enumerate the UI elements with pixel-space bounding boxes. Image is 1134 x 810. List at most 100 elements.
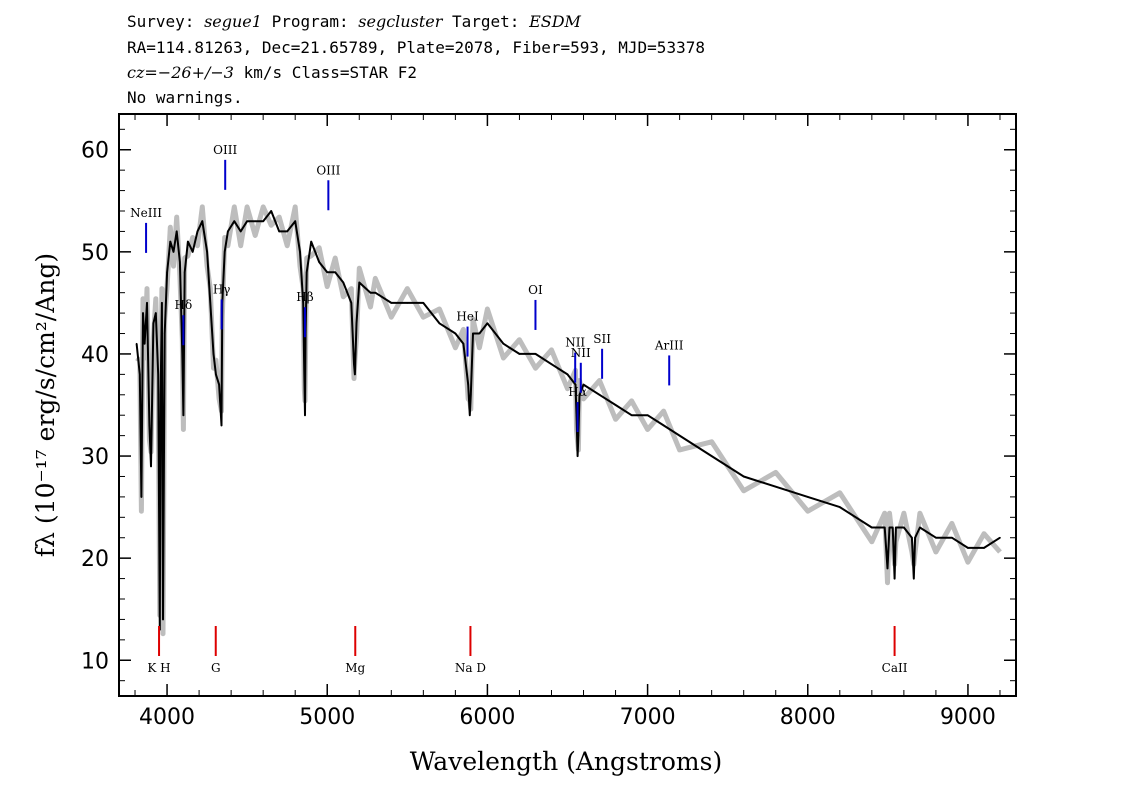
x-axis-label: Wavelength (Angstroms) [410, 747, 722, 776]
spectrum-point [182, 414, 185, 417]
x-tick-label: 8000 [780, 705, 836, 730]
plot-frame [118, 113, 1017, 697]
spectrum-point [806, 496, 809, 498]
spectrum-point [342, 281, 345, 284]
spectrum-point [215, 373, 217, 376]
spectrum-point [254, 220, 256, 223]
header-line-4: No warnings. [127, 88, 243, 107]
spectrum-point [270, 210, 272, 212]
spectrum-point [353, 363, 355, 365]
spectrum-point [150, 465, 152, 468]
emission-line-label: ArIII [654, 338, 684, 352]
spectrum-point [354, 373, 356, 376]
emission-line-label: Hγ [213, 282, 231, 296]
spectrum-point [454, 332, 457, 335]
spectrum-point [577, 434, 580, 437]
absorption-line-label: Na D [455, 661, 486, 675]
spectrum-point [369, 291, 372, 294]
header-line-3: cz=−26+/−3 km/s Class=STAR F2 [127, 63, 417, 82]
spectrum-point [678, 434, 681, 437]
y-tick-label: 40 [81, 343, 109, 368]
x-tick-label: 4000 [139, 705, 195, 730]
absorption-line-label: CaII [882, 661, 908, 675]
spectrum-point [152, 322, 155, 325]
emission-line-label: HeI [456, 310, 479, 324]
spectrum-point [462, 342, 465, 345]
emission-line-label: OI [528, 283, 543, 297]
emission-line-label: OIII [316, 163, 340, 177]
spectrum-point [983, 547, 985, 549]
spectrum-point [914, 536, 916, 539]
spectrum-point [472, 332, 474, 335]
spectrum-point [303, 373, 306, 376]
x-tick-label: 6000 [459, 705, 515, 730]
spectrum-point [212, 353, 215, 355]
spectrum-point [710, 455, 713, 457]
spectrum-point [142, 312, 144, 314]
spectrum-point [390, 302, 393, 304]
spectrum-point [146, 302, 148, 304]
spectrum-point [169, 240, 172, 243]
spectrum-point [286, 230, 288, 233]
emission-line-label: SII [593, 332, 611, 346]
spectrum-point [911, 536, 913, 539]
x-tick-label: 5000 [299, 705, 355, 730]
spectrum-point [334, 271, 337, 274]
absorption-line-label: Mg [345, 661, 365, 675]
y-axis-label: fλ (10⁻¹⁷ erg/s/cm²/Ang) [31, 253, 60, 557]
spectrum-point [304, 414, 306, 417]
spectrum-point [913, 577, 915, 580]
spectrum-point [646, 414, 649, 417]
spectrum-point [302, 302, 305, 304]
spectrum-point [294, 220, 296, 223]
spectrum-point [162, 618, 164, 621]
plot-area: 4000 5000 6000 7000 8000 9000 10 20 30 40 50 60 NeII… [81, 113, 1017, 730]
emission-line-label: NeIII [130, 206, 162, 220]
spectrum-point [486, 322, 489, 325]
spectrum-point [310, 240, 313, 243]
y-tick-label: 20 [81, 547, 109, 572]
spectrum-point [502, 342, 505, 345]
spectrum-point [438, 322, 441, 325]
spectrum-point [574, 383, 577, 386]
emission-line-label: Hδ [175, 298, 193, 312]
absorption-line-label: G [211, 661, 221, 675]
spectrum-point [662, 424, 665, 427]
spectrum-point [468, 414, 471, 417]
spectrum-point [183, 271, 186, 274]
spectrum-point [895, 526, 897, 529]
spectrum-point [935, 536, 937, 539]
spectrum-point [355, 322, 358, 325]
spectrum-point [374, 291, 377, 294]
spectrum-point [630, 414, 633, 417]
spectrum-point [326, 271, 329, 274]
spectrum-noise-band [135, 204, 1002, 637]
spectrum-point [469, 393, 472, 396]
spectrum-point [206, 251, 208, 253]
spectrum-point [903, 526, 905, 529]
spectrum-point [888, 526, 891, 529]
spectrum-point [239, 230, 242, 233]
spectrum-line [135, 210, 1001, 631]
spectrum-point [742, 475, 745, 478]
absorption-line-label: K H [147, 661, 170, 675]
spectrum-point [172, 251, 175, 253]
spectrum-point [566, 373, 569, 376]
spectrum-point [209, 302, 212, 304]
spectrum-point [191, 251, 194, 253]
spectrum-point [179, 261, 181, 263]
spectrum-point [614, 404, 617, 406]
spectrum-point [278, 230, 280, 233]
spectrum-point [871, 526, 873, 529]
spectrum-point [967, 547, 969, 549]
spectrum-point [893, 577, 896, 580]
header-line-2: RA=114.81263, Dec=21.65789, Plate=2078, … [127, 38, 705, 57]
spectrum-point [467, 383, 469, 386]
spectrum-point [148, 424, 151, 427]
spectrum-point [233, 220, 236, 223]
spectrum-point [534, 353, 537, 355]
spectrum-point [218, 383, 220, 386]
spectrum-point [143, 342, 146, 345]
spectrum-point [155, 312, 157, 314]
